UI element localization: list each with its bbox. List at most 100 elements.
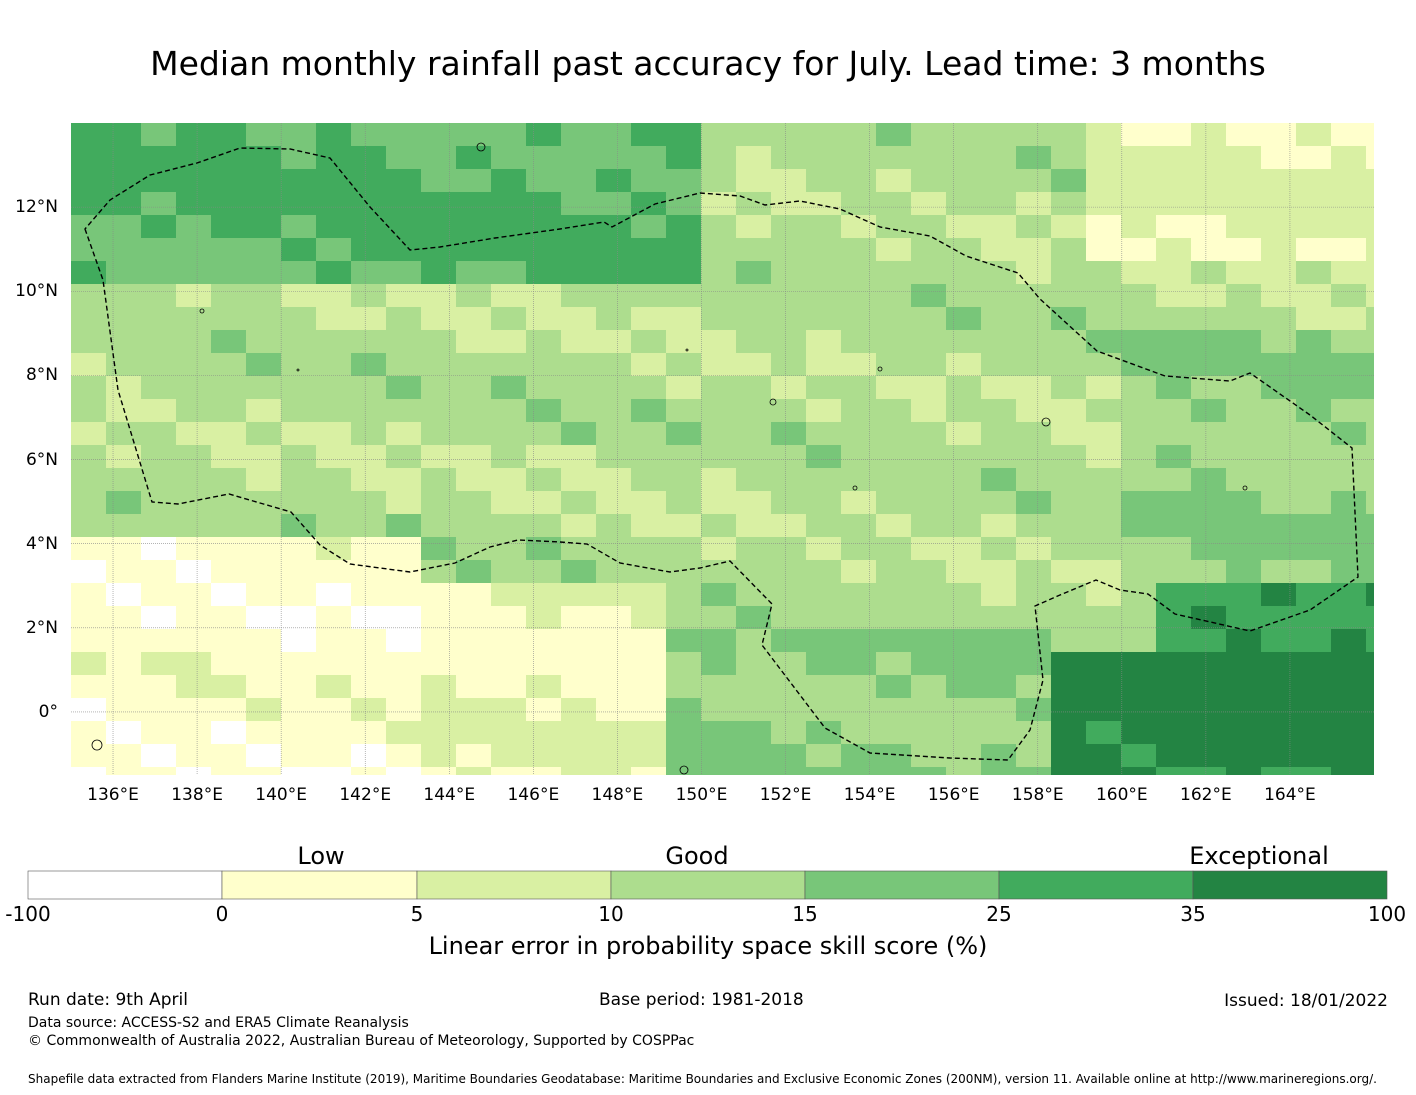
grid-cell	[1156, 767, 1192, 775]
grid-cell	[1191, 468, 1227, 492]
grid-cell	[1226, 238, 1262, 262]
longitude-tick-label: 140°E	[255, 785, 308, 805]
grid-cell	[666, 261, 702, 285]
grid-cell	[806, 215, 842, 239]
grid-cell	[1156, 629, 1192, 653]
grid-cell	[561, 698, 597, 722]
grid-cell	[1191, 606, 1227, 630]
island-outline	[769, 398, 777, 406]
grid-cell	[1156, 560, 1192, 584]
grid-cell	[1226, 146, 1262, 170]
grid-cell	[1261, 238, 1297, 262]
grid-cell	[211, 698, 247, 722]
grid-cell	[456, 146, 492, 170]
grid-cell	[876, 169, 912, 193]
grid-cell	[1191, 767, 1227, 775]
grid-cell	[211, 744, 247, 768]
grid-cell	[946, 215, 982, 239]
grid-cell	[1366, 583, 1374, 607]
grid-cell	[981, 767, 1017, 775]
grid-cell	[526, 307, 562, 331]
grid-cell	[981, 169, 1017, 193]
grid-cell	[946, 284, 982, 308]
grid-cell	[386, 583, 422, 607]
grid-cell	[316, 215, 352, 239]
grid-cell	[1226, 445, 1262, 469]
colorbar-heading-low: Low	[297, 842, 345, 870]
grid-cell	[351, 284, 387, 308]
grid-cell	[631, 675, 667, 699]
grid-cell	[701, 330, 737, 354]
latitude-tick-label: 12°N	[15, 197, 58, 218]
base-period: Base period: 1981-2018	[599, 990, 804, 1010]
grid-cell	[386, 537, 422, 561]
grid-cell	[981, 146, 1017, 170]
grid-cell	[71, 123, 107, 147]
grid-cell	[456, 422, 492, 446]
grid-cell	[386, 261, 422, 285]
island-outline	[852, 485, 858, 491]
grid-cell	[386, 422, 422, 446]
grid-cell	[736, 445, 772, 469]
grid-cell	[491, 215, 527, 239]
grid-cell	[1296, 698, 1332, 722]
grid-cell	[421, 215, 457, 239]
grid-cell	[1261, 284, 1297, 308]
grid-cell	[526, 399, 562, 423]
grid-cell	[1296, 399, 1332, 423]
grid-cell	[456, 238, 492, 262]
grid-cell	[386, 652, 422, 676]
grid-cell	[1016, 445, 1052, 469]
grid-cell	[911, 123, 947, 147]
grid-cell	[281, 307, 317, 331]
grid-cell	[1296, 422, 1332, 446]
grid-cell	[806, 583, 842, 607]
grid-cell	[1121, 767, 1157, 775]
grid-cell	[1051, 629, 1087, 653]
grid-cell	[1191, 353, 1227, 377]
grid-cell	[981, 399, 1017, 423]
grid-cell	[316, 376, 352, 400]
grid-cell	[106, 353, 142, 377]
grid-cell	[981, 537, 1017, 561]
grid-cell	[211, 261, 247, 285]
grid-cell	[386, 307, 422, 331]
grid-cell	[806, 445, 842, 469]
grid-cell	[911, 146, 947, 170]
grid-cell	[666, 675, 702, 699]
grid-cell	[981, 192, 1017, 216]
grid-cell	[246, 675, 282, 699]
grid-cell	[1016, 146, 1052, 170]
grid-cell	[211, 192, 247, 216]
longitude-tick-label: 142°E	[339, 785, 392, 805]
grid-cell	[736, 399, 772, 423]
grid-cell	[1331, 238, 1367, 262]
grid-cell	[1121, 330, 1157, 354]
grid-cell	[141, 629, 177, 653]
grid-cell	[386, 146, 422, 170]
grid-cell	[141, 399, 177, 423]
grid-cell	[1121, 445, 1157, 469]
grid-cell	[631, 606, 667, 630]
grid-cell	[876, 560, 912, 584]
grid-cell	[281, 261, 317, 285]
grid-cell	[841, 675, 877, 699]
grid-cell	[1261, 537, 1297, 561]
grid-cell	[1296, 123, 1332, 147]
grid-cell	[526, 192, 562, 216]
grid-cell	[666, 468, 702, 492]
grid-cell	[316, 330, 352, 354]
grid-cell	[1366, 284, 1374, 308]
grid-cell	[596, 468, 632, 492]
grid-cell	[526, 721, 562, 745]
grid-cell	[981, 629, 1017, 653]
grid-cell	[1086, 491, 1122, 515]
grid-cell	[281, 284, 317, 308]
grid-cell	[491, 491, 527, 515]
grid-cell	[141, 261, 177, 285]
grid-cell	[1156, 169, 1192, 193]
grid-cell	[841, 123, 877, 147]
grid-cell	[351, 169, 387, 193]
grid-cell	[491, 238, 527, 262]
grid-cell	[946, 445, 982, 469]
